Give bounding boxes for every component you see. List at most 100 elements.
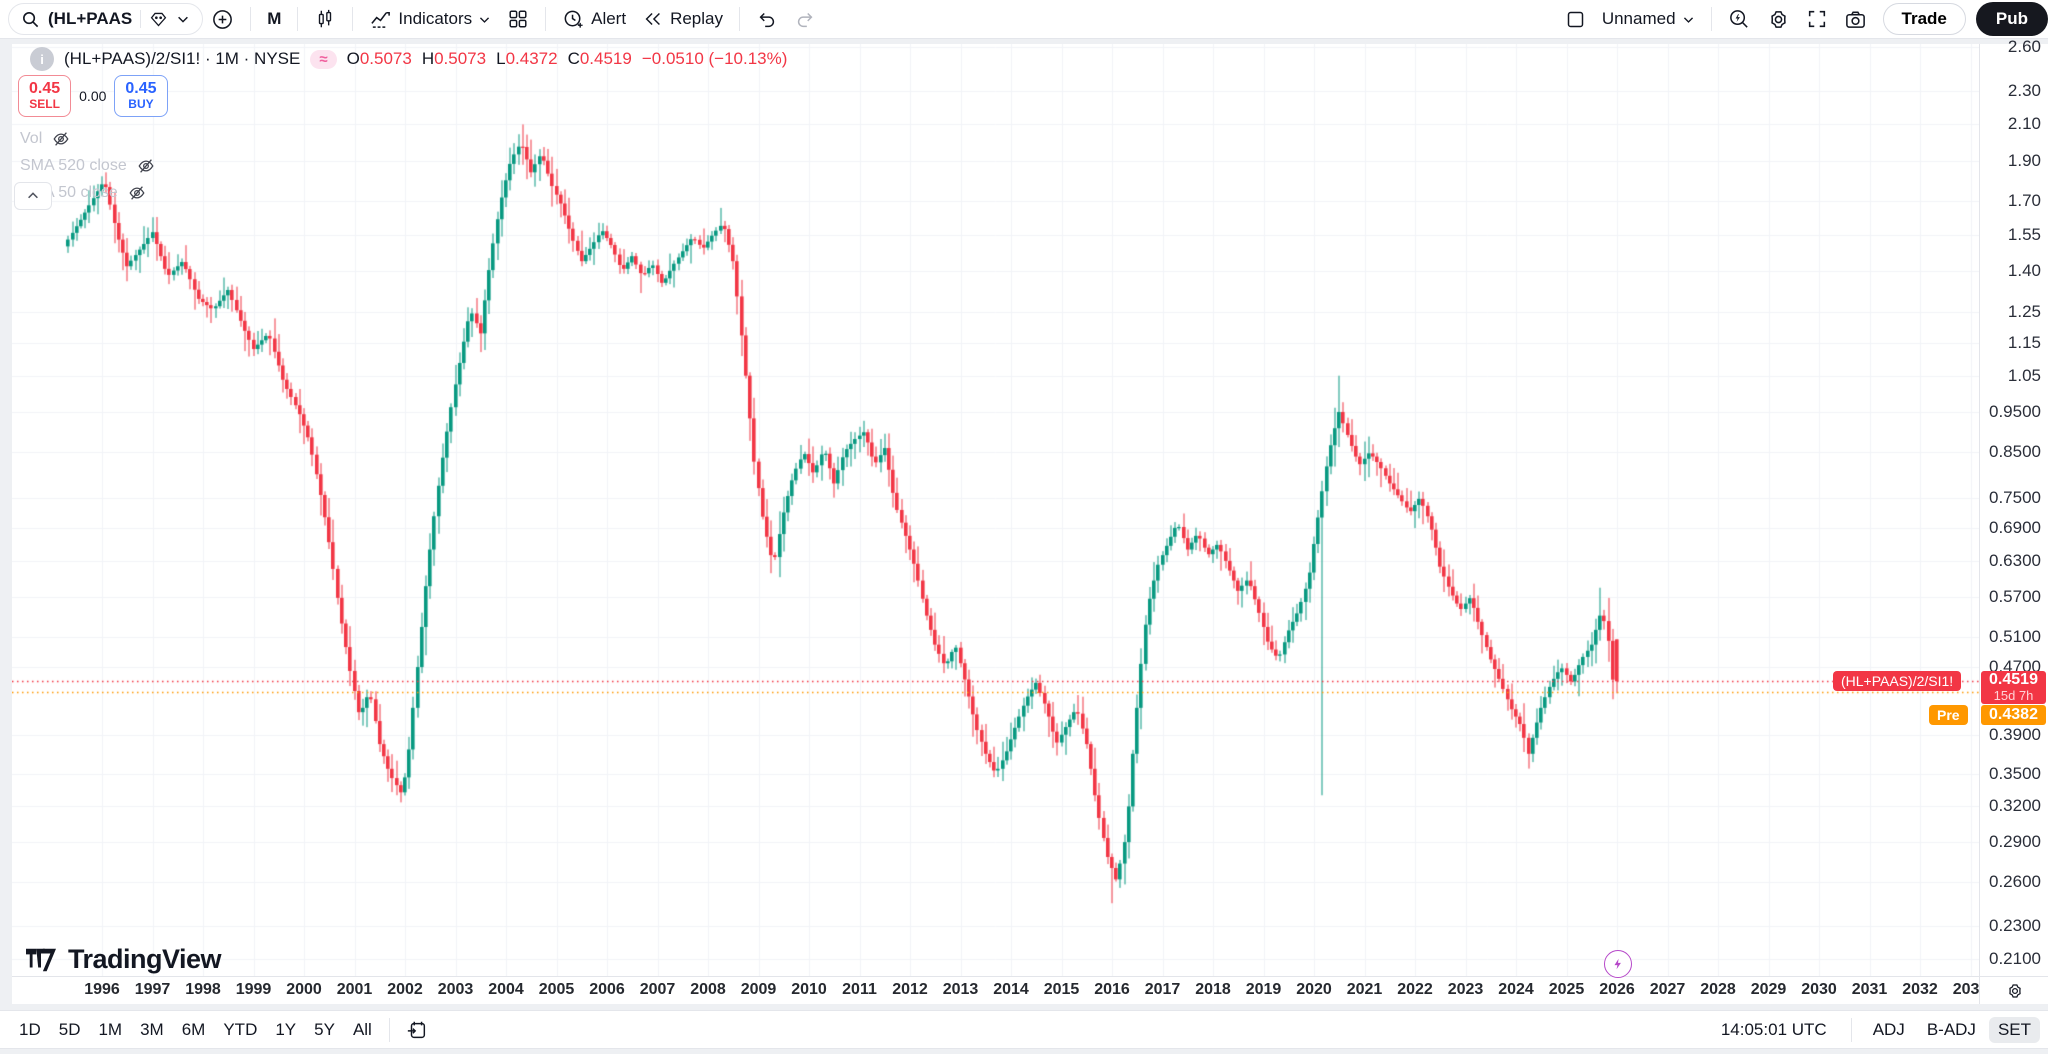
fullscreen-icon[interactable]	[1798, 4, 1836, 34]
grid-layout-icon[interactable]	[499, 4, 537, 34]
chart-legend[interactable]: i (HL+PAAS)/2/SI1! · 1M · NYSE ≈ O0.5073…	[30, 47, 787, 71]
year-tick: 2021	[1346, 981, 1383, 998]
year-tick: 2032	[1902, 981, 1938, 998]
price-tick: 1.05	[2007, 365, 2041, 385]
price-tick: 1.25	[2007, 302, 2041, 322]
redo-icon[interactable]	[786, 4, 824, 34]
legend-title[interactable]: (HL+PAAS)/2/SI1! · 1M · NYSE	[64, 49, 301, 68]
open-label: O	[346, 49, 360, 68]
b-adj-toggle[interactable]: B-ADJ	[1926, 1019, 1976, 1039]
range-button-all[interactable]: All	[352, 1019, 372, 1039]
year-tick: 1996	[84, 981, 120, 998]
indicators-button[interactable]: Indicators	[361, 4, 499, 35]
save-layout-icon[interactable]	[1557, 5, 1594, 34]
chart-style-icon[interactable]	[306, 4, 344, 34]
price-tick: 0.5700	[1989, 587, 2041, 607]
price-tick: 1.15	[2007, 332, 2041, 352]
year-tick: 2004	[488, 981, 524, 998]
open-value: 0.5073	[359, 49, 412, 68]
trade-panel: 0.45 SELL 0.00 0.45 BUY	[18, 75, 168, 118]
collapse-studies-button[interactable]	[14, 182, 52, 210]
go-to-date-icon[interactable]	[398, 1015, 436, 1045]
range-button-1d[interactable]: 1D	[19, 1019, 41, 1039]
eye-off-icon[interactable]	[128, 184, 146, 202]
price-tick: 0.2900	[1989, 832, 2041, 852]
sell-button[interactable]: 0.45 SELL	[18, 75, 72, 118]
range-button-ytd[interactable]: YTD	[223, 1019, 258, 1039]
divider	[545, 7, 547, 31]
undo-icon[interactable]	[748, 4, 786, 34]
buy-button[interactable]: 0.45 BUY	[114, 75, 168, 118]
price-tick: 0.3200	[1989, 796, 2041, 816]
divider	[739, 7, 740, 31]
year-tick: 2015	[1043, 981, 1080, 998]
symbol-search[interactable]: (HL+PAAS	[8, 3, 204, 35]
gear-icon[interactable]	[2006, 982, 2024, 1000]
year-tick: 2009	[740, 981, 777, 998]
range-button-5y[interactable]: 5Y	[314, 1019, 335, 1039]
study-row-vol[interactable]: Vol	[14, 128, 161, 150]
buy-label: BUY	[128, 97, 154, 112]
divider	[297, 7, 299, 31]
year-tick: 2027	[1649, 981, 1686, 998]
high-value: 0.5073	[434, 49, 487, 68]
study-row-sma520[interactable]: SMA 520 close	[14, 155, 161, 177]
tradingview-watermark[interactable]: TradingView	[24, 944, 222, 975]
clock-utc[interactable]: 14:05:01 UTC	[1720, 1019, 1827, 1039]
adj-toggle[interactable]: ADJ	[1872, 1019, 1905, 1039]
price-tick: 0.2300	[1989, 916, 2041, 936]
approx-badge: ≈	[310, 49, 337, 69]
candlestick-canvas[interactable]	[12, 44, 1979, 976]
layout-name-button[interactable]: Unnamed	[1594, 5, 1703, 33]
quick-search-icon[interactable]	[1720, 4, 1759, 35]
eye-off-icon[interactable]	[137, 157, 155, 175]
symbol-logo-icon: i	[30, 47, 54, 71]
publish-button[interactable]: Pub	[1975, 2, 2048, 36]
trade-button[interactable]: Trade	[1882, 3, 1966, 35]
axis-settings-corner[interactable]	[1979, 976, 2048, 1004]
eye-off-icon[interactable]	[52, 130, 70, 148]
layout-name: Unnamed	[1601, 9, 1676, 28]
gem-icon[interactable]	[149, 10, 168, 29]
replay-icon	[642, 8, 664, 30]
price-axis[interactable]: 2.60 2.30 2.10 1.90 1.70 1.55 1.40 1.25 1.15 1.05…	[1979, 37, 2048, 976]
indicators-icon	[369, 8, 392, 31]
price-tick: 0.7500	[1989, 487, 2041, 507]
timeframe-button[interactable]: M	[267, 9, 282, 28]
divider	[250, 7, 252, 31]
indicators-label: Indicators	[398, 9, 473, 28]
chevron-down-icon[interactable]	[176, 12, 190, 26]
time-axis[interactable]: 1996 1997 1998 1999 2000 2001 2002 2003 2004 2005…	[12, 976, 1979, 1004]
divider	[1850, 1017, 1852, 1042]
year-tick: 2017	[1144, 981, 1181, 998]
price-tick: 1.90	[2007, 150, 2041, 170]
year-tick: 1999	[235, 981, 272, 998]
year-tick: 2012	[892, 981, 928, 998]
year-tick: 2019	[1245, 981, 1282, 998]
year-tick: 2029	[1750, 981, 1787, 998]
price-tick: 0.6900	[1989, 517, 2041, 537]
replay-button[interactable]: Replay	[634, 4, 731, 34]
year-tick: 2000	[286, 981, 322, 998]
date-range-buttons: 1D 5D 1M 3M 6M YTD 1Y 5Y All	[0, 1017, 381, 1043]
range-button-1m[interactable]: 1M	[98, 1019, 123, 1039]
range-button-1y[interactable]: 1Y	[275, 1019, 297, 1039]
range-button-5d[interactable]: 5D	[58, 1019, 81, 1039]
settings-gear-icon[interactable]	[1759, 4, 1798, 35]
price-tick: 0.5100	[1989, 627, 2041, 647]
set-toggle[interactable]: SET	[1988, 1016, 2040, 1043]
symbol-search-text: (HL+PAAS	[48, 9, 133, 28]
divider	[140, 10, 142, 28]
chart-plot-area[interactable]	[12, 44, 1979, 976]
screenshot-camera-icon[interactable]	[1836, 4, 1875, 35]
change-value: −0.0510 (−10.13%)	[641, 49, 788, 68]
premarket-tag: Pre	[1929, 705, 1968, 726]
range-button-6m[interactable]: 6M	[181, 1019, 206, 1039]
boost-lightning-icon[interactable]	[1604, 950, 1632, 978]
ohlc-values: O0.5073 H0.5073 L0.4372 C0.4519 −0.0510 …	[347, 49, 788, 69]
add-symbol-button[interactable]	[203, 4, 242, 35]
year-tick: 2025	[1548, 981, 1585, 998]
alert-button[interactable]: Alert	[554, 4, 634, 35]
year-tick: 1998	[185, 981, 221, 998]
range-button-3m[interactable]: 3M	[140, 1019, 164, 1039]
